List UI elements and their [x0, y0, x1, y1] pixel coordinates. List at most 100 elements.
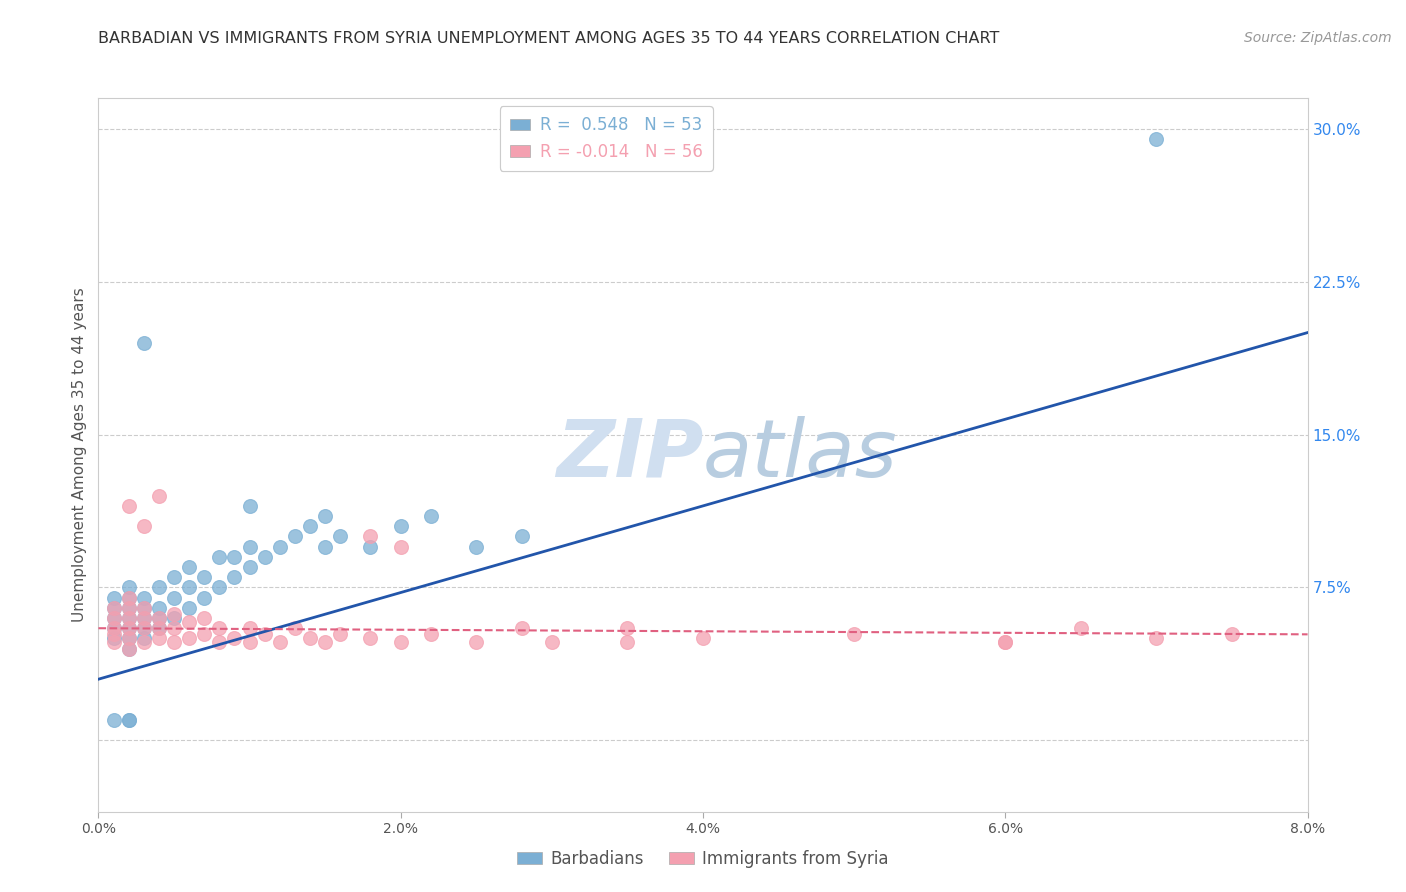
Point — [179, 632, 201, 646]
Point — [118, 611, 141, 625]
Point — [314, 635, 336, 649]
Point — [118, 600, 141, 615]
Point — [118, 591, 141, 605]
Point — [389, 519, 412, 533]
Point — [193, 570, 215, 584]
Y-axis label: Unemployment Among Ages 35 to 44 years: Unemployment Among Ages 35 to 44 years — [72, 287, 87, 623]
Point — [208, 621, 231, 635]
Point — [103, 713, 125, 727]
Point — [239, 635, 262, 649]
Point — [132, 611, 155, 625]
Point — [389, 540, 412, 554]
Point — [132, 335, 155, 350]
Point — [163, 635, 186, 649]
Point — [118, 591, 141, 605]
Legend: Barbadians, Immigrants from Syria: Barbadians, Immigrants from Syria — [510, 844, 896, 875]
Point — [389, 635, 412, 649]
Point — [163, 621, 186, 635]
Point — [132, 591, 155, 605]
Point — [224, 549, 246, 564]
Point — [163, 611, 186, 625]
Point — [193, 591, 215, 605]
Point — [163, 607, 186, 621]
Text: BARBADIAN VS IMMIGRANTS FROM SYRIA UNEMPLOYMENT AMONG AGES 35 TO 44 YEARS CORREL: BARBADIAN VS IMMIGRANTS FROM SYRIA UNEMP… — [98, 31, 1000, 46]
Point — [118, 499, 141, 513]
Point — [103, 591, 125, 605]
Point — [179, 615, 201, 629]
Point — [994, 635, 1017, 649]
Point — [360, 540, 382, 554]
Point — [103, 611, 125, 625]
Point — [329, 627, 352, 641]
Point — [208, 581, 231, 595]
Point — [148, 632, 170, 646]
Point — [253, 549, 276, 564]
Point — [360, 632, 382, 646]
Point — [132, 621, 155, 635]
Point — [118, 713, 141, 727]
Point — [118, 621, 141, 635]
Point — [994, 635, 1017, 649]
Point — [360, 529, 382, 543]
Point — [132, 611, 155, 625]
Point — [148, 600, 170, 615]
Point — [692, 632, 714, 646]
Point — [103, 621, 125, 635]
Point — [118, 621, 141, 635]
Point — [299, 519, 322, 533]
Point — [193, 611, 215, 625]
Point — [118, 632, 141, 646]
Point — [132, 600, 155, 615]
Point — [239, 499, 262, 513]
Point — [510, 529, 533, 543]
Point — [118, 600, 141, 615]
Point — [148, 621, 170, 635]
Point — [118, 632, 141, 646]
Point — [239, 560, 262, 574]
Point — [616, 635, 638, 649]
Legend: R =  0.548   N = 53, R = -0.014   N = 56: R = 0.548 N = 53, R = -0.014 N = 56 — [499, 106, 713, 170]
Point — [284, 621, 307, 635]
Point — [118, 641, 141, 656]
Point — [118, 581, 141, 595]
Point — [179, 581, 201, 595]
Point — [193, 627, 215, 641]
Point — [103, 621, 125, 635]
Point — [1146, 632, 1168, 646]
Point — [148, 489, 170, 503]
Point — [103, 600, 125, 615]
Point — [208, 549, 231, 564]
Point — [299, 632, 322, 646]
Point — [541, 635, 564, 649]
Point — [269, 540, 291, 554]
Text: ZIP: ZIP — [555, 416, 703, 494]
Point — [239, 621, 262, 635]
Point — [844, 627, 866, 641]
Point — [118, 641, 141, 656]
Point — [1220, 627, 1243, 641]
Point — [1146, 132, 1168, 146]
Point — [148, 611, 170, 625]
Point — [118, 611, 141, 625]
Text: Source: ZipAtlas.com: Source: ZipAtlas.com — [1244, 31, 1392, 45]
Point — [132, 635, 155, 649]
Point — [148, 611, 170, 625]
Point — [420, 509, 443, 524]
Point — [148, 621, 170, 635]
Point — [616, 621, 638, 635]
Point — [284, 529, 307, 543]
Point — [510, 621, 533, 635]
Point — [118, 713, 141, 727]
Point — [163, 570, 186, 584]
Point — [103, 635, 125, 649]
Point — [132, 600, 155, 615]
Point — [103, 627, 125, 641]
Point — [314, 509, 336, 524]
Point — [224, 632, 246, 646]
Point — [208, 635, 231, 649]
Point — [465, 635, 488, 649]
Point — [132, 621, 155, 635]
Point — [132, 632, 155, 646]
Point — [179, 560, 201, 574]
Point — [239, 540, 262, 554]
